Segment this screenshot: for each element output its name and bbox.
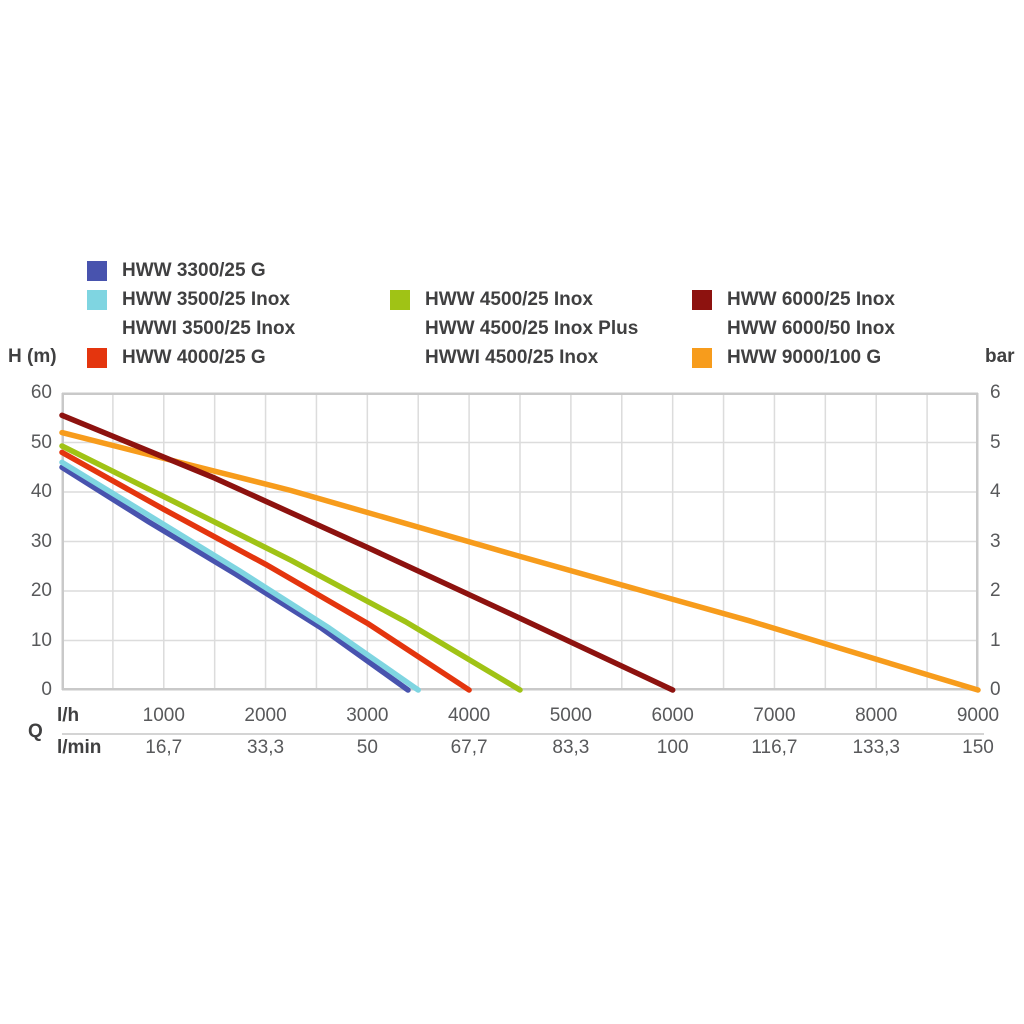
x-tick-lmin: 83,3 [552, 737, 590, 758]
y-tick-left: 50 [30, 431, 52, 453]
legend-color-swatch [87, 348, 107, 368]
legend-label: HWW 4500/25 Inox [425, 289, 593, 310]
y-tick-right: 5 [990, 431, 1001, 453]
legend-label: HWWI 4500/25 Inox [425, 347, 599, 368]
legend-label: HWWI 3500/25 Inox [122, 318, 296, 339]
legend-label: HWW 9000/100 G [727, 347, 882, 368]
y-tick-right: 2 [990, 580, 1001, 601]
y-tick-left: 20 [30, 580, 52, 601]
x-tick-lh: 9000 [956, 705, 1000, 726]
x-tick-lh: 5000 [549, 705, 593, 726]
legend-item: HWW 6000/50 Inox [692, 319, 895, 339]
legend-color-swatch [692, 348, 712, 368]
x-tick-lh: 6000 [651, 705, 694, 726]
legend-item: HWW 3300/25 G [87, 261, 295, 281]
legend-swatch-spacer [390, 319, 410, 339]
legend-item: HWWI 4500/25 Inox [390, 348, 638, 368]
y-axis-right-unit-label: bar [985, 346, 1015, 367]
y-tick-left: 30 [30, 530, 52, 552]
legend-color-swatch [87, 261, 107, 281]
plot-area [59, 392, 981, 693]
legend-item: HWW 3500/25 Inox [87, 290, 295, 310]
legend-label: HWW 6000/50 Inox [727, 318, 895, 339]
legend-label: HWW 3300/25 G [122, 260, 266, 281]
x-tick-lh: 2000 [244, 705, 287, 726]
legend-item: HWW 9000/100 G [692, 348, 895, 368]
curve-hww-3500-25 [59, 459, 421, 693]
x-tick-lh: 3000 [346, 705, 389, 726]
legend-label: HWW 6000/25 Inox [727, 289, 895, 310]
y-tick-right: 6 [990, 382, 1001, 403]
y-tick-left: 10 [30, 629, 52, 651]
x-tick-lh: 4000 [447, 705, 491, 726]
legend-color-swatch [692, 290, 712, 310]
legend-item: HWWI 3500/25 Inox [87, 319, 295, 339]
y-tick-right: 4 [990, 481, 1001, 502]
x-tick-lh: 7000 [753, 705, 796, 726]
y-tick-right: 3 [990, 530, 1001, 552]
legend-label: HWW 4500/25 Inox Plus [425, 318, 639, 339]
legend-item: HWW 4000/25 G [87, 348, 295, 368]
legend-column-3: HWW 6000/25 Inox HWW 6000/50 Inox HWW 9000… [692, 290, 895, 377]
x-axis-divider-line [62, 733, 984, 735]
legend-column-2: HWW 4500/25 Inox HWW 4500/25 Inox Plus HWW… [390, 290, 638, 377]
x-tick-lmin: 100 [656, 737, 689, 758]
legend-swatch-spacer [87, 319, 107, 339]
x-tick-lmin: 16,7 [145, 737, 183, 758]
x-axis-lmin-unit-label: l/min [57, 737, 102, 758]
curve-hww-6000-25 [59, 412, 676, 693]
curve-hww-9000-100 [59, 429, 981, 693]
curve-hww-3300-25 [59, 464, 411, 693]
legend-label: HWW 3500/25 Inox [122, 289, 290, 310]
x-tick-lmin: 67,7 [450, 737, 488, 758]
x-tick-lmin: 50 [356, 737, 378, 758]
curve-hww-4500-25 [59, 443, 523, 693]
x-tick-lh: 8000 [855, 705, 898, 726]
y-axis-left-unit-label: H (m) [8, 346, 57, 367]
legend-item: HWW 4500/25 Inox Plus [390, 319, 638, 339]
x-tick-lmin: 33,3 [247, 737, 285, 758]
legend-color-swatch [87, 290, 107, 310]
legend-item: HWW 4500/25 Inox [390, 290, 638, 310]
legend-column-1: HWW 3300/25 G HWW 3500/25 Inox HWWI 3500/2… [87, 261, 295, 377]
curve-hww-4000-25 [59, 449, 472, 693]
legend-item: HWW 6000/25 Inox [692, 290, 895, 310]
x-tick-lmin: 150 [962, 737, 994, 758]
x-tick-lmin: 116,7 [751, 737, 798, 758]
y-tick-right: 1 [990, 629, 1001, 651]
legend-color-swatch [390, 290, 410, 310]
y-tick-left: 60 [30, 382, 52, 403]
legend-swatch-spacer [692, 319, 712, 339]
y-tick-right: 0 [990, 679, 1001, 700]
y-tick-left: 40 [30, 481, 52, 502]
x-tick-lmin: 133,3 [852, 737, 900, 758]
x-tick-lh: 1000 [142, 705, 185, 726]
x-axis-q-label: Q [28, 721, 43, 742]
legend-swatch-spacer [390, 348, 410, 368]
x-axis-lh-unit-label: l/h [57, 705, 80, 726]
y-tick-left: 0 [41, 679, 52, 700]
legend-label: HWW 4000/25 G [122, 347, 266, 368]
